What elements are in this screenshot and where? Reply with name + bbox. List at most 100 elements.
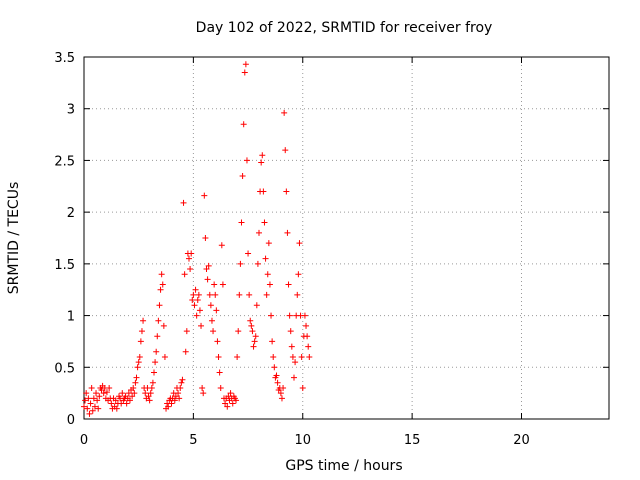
data-point (283, 188, 290, 195)
data-point (196, 307, 203, 314)
data-point (259, 152, 266, 159)
data-point (233, 397, 240, 404)
data-point (225, 393, 232, 400)
data-point (100, 390, 107, 397)
data-point (193, 312, 200, 319)
data-point (90, 395, 97, 402)
data-point (285, 281, 292, 288)
data-point (241, 69, 248, 76)
data-point (187, 266, 194, 273)
x-tick-label: 15 (404, 433, 421, 448)
data-point (240, 121, 247, 128)
data-point (147, 390, 154, 397)
data-point (176, 395, 183, 402)
data-point (289, 353, 296, 360)
data-point (271, 364, 278, 371)
x-tick-label: 20 (513, 433, 530, 448)
data-point (261, 219, 268, 226)
data-point (216, 369, 223, 376)
data-point (284, 229, 291, 236)
data-point (217, 384, 224, 391)
x-tick-label: 0 (80, 433, 88, 448)
data-point (192, 286, 199, 293)
data-point (299, 384, 306, 391)
data-point (263, 291, 270, 298)
data-point (246, 291, 253, 298)
data-point (210, 328, 217, 335)
data-point (94, 397, 101, 404)
data-point (159, 281, 166, 288)
data-point (305, 343, 312, 350)
data-point (83, 390, 90, 397)
data-point (145, 393, 152, 400)
data-point (292, 359, 299, 366)
data-point (219, 281, 226, 288)
data-point (148, 384, 155, 391)
data-point (154, 333, 161, 340)
data-point (239, 172, 246, 179)
data-point (251, 338, 258, 345)
data-point (112, 397, 119, 404)
data-point (298, 353, 305, 360)
data-point (199, 384, 206, 391)
data-point (119, 390, 126, 397)
data-point (224, 403, 231, 410)
data-point (186, 255, 192, 262)
data-point (234, 353, 241, 360)
data-point (158, 271, 165, 278)
data-point (153, 348, 160, 355)
data-point (253, 302, 260, 309)
data-point (278, 395, 285, 402)
data-point (98, 387, 105, 394)
data-point (235, 328, 242, 335)
data-point (87, 400, 94, 407)
data-point (274, 379, 281, 386)
y-tick-label: 2.5 (54, 154, 75, 169)
data-point (245, 250, 252, 257)
data-point (205, 262, 212, 269)
data-point (195, 291, 202, 298)
data-point (247, 317, 254, 324)
data-point (296, 240, 303, 247)
data-point (152, 359, 159, 366)
data-point (191, 302, 198, 309)
data-point (118, 400, 125, 407)
data-point (188, 250, 195, 257)
data-point (146, 397, 153, 404)
data-point (243, 157, 250, 164)
data-point (262, 255, 269, 262)
data-point (156, 302, 163, 309)
grid-lines (84, 57, 609, 419)
data-point (203, 266, 210, 273)
data-point (93, 390, 100, 397)
y-tick-label: 0 (67, 413, 75, 428)
data-point (291, 374, 297, 381)
chart-title: Day 102 of 2022, SRMTID for receiver fro… (196, 20, 493, 36)
y-tick-label: 3 (67, 103, 75, 118)
data-point (287, 328, 294, 335)
data-point (108, 400, 115, 407)
data-point (280, 384, 287, 391)
data-point (273, 372, 280, 379)
data-point (211, 281, 218, 288)
data-point (178, 379, 185, 386)
data-point (151, 369, 157, 376)
data-point (179, 376, 186, 383)
data-point (206, 291, 213, 298)
y-tick-label: 3.5 (54, 51, 75, 66)
y-tick-label: 2 (67, 206, 75, 221)
data-point (249, 328, 256, 335)
data-point (270, 353, 277, 360)
y-tick-label: 1 (67, 310, 75, 325)
data-points (81, 61, 313, 417)
data-point (258, 159, 265, 166)
data-point (161, 353, 168, 360)
data-point (266, 281, 273, 288)
data-point (175, 390, 182, 397)
data-point (140, 317, 147, 324)
data-point (125, 390, 132, 397)
data-point (135, 359, 142, 366)
data-point (181, 271, 188, 278)
data-point (81, 403, 87, 410)
